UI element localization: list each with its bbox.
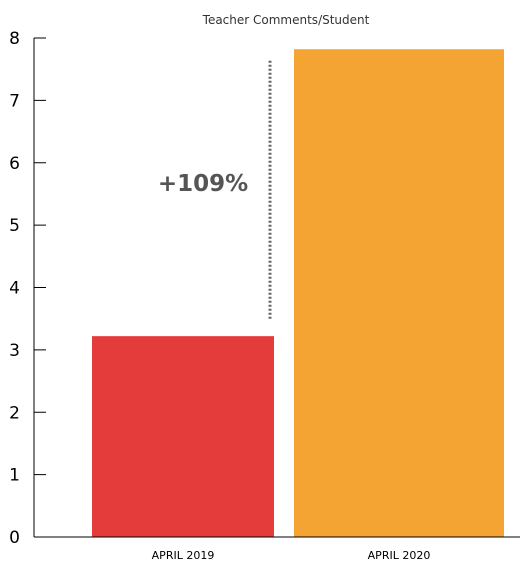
chart-title: Teacher Comments/Student [202,13,370,27]
change-annotation: +109% [158,171,248,197]
x-axis: APRIL 2019 APRIL 2020 [34,537,520,561]
bar-april-2020 [294,49,504,537]
bar-april-2019 [92,336,274,537]
y-tick-label-8: 8 [9,29,20,49]
bars [92,49,504,537]
annotation-group: +109% [158,60,270,319]
y-tick-label-0: 0 [9,528,20,548]
y-tick-label-3: 3 [9,341,20,361]
y-tick-label-2: 2 [9,403,20,423]
y-tick-label-4: 4 [9,279,20,299]
y-tick-label-5: 5 [9,216,20,236]
y-tick-label-1: 1 [9,466,20,486]
y-tick-label-7: 7 [9,91,20,111]
x-tick-label-1: APRIL 2020 [368,549,431,561]
x-tick-label-0: APRIL 2019 [152,549,215,561]
y-axis: 0 1 2 3 4 5 6 7 8 [9,29,46,548]
y-tick-label-6: 6 [9,154,20,174]
